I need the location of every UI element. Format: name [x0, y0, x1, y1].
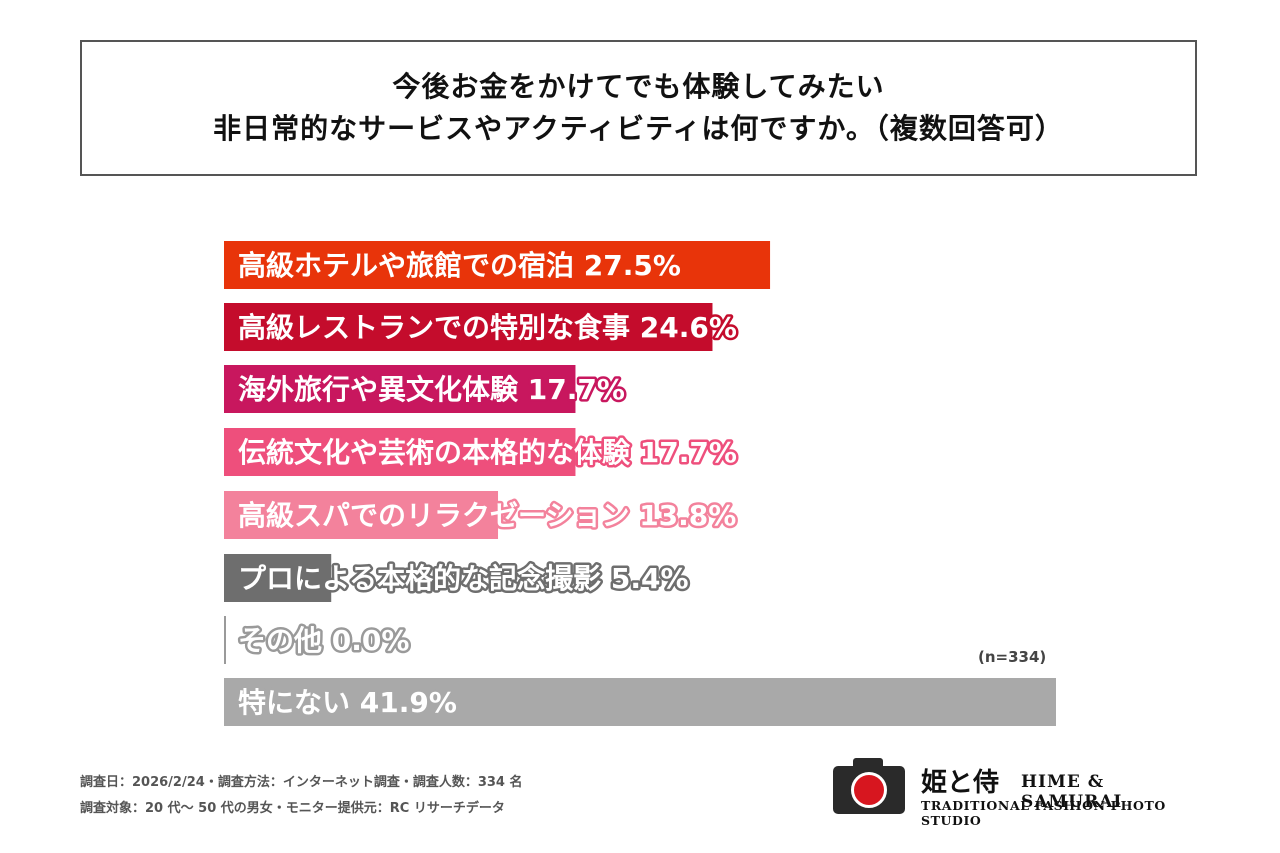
- bar-1: [224, 303, 713, 351]
- logo-tagline: TRADITIONAL FASHION PHOTO STUDIO: [921, 798, 1166, 828]
- bar-label-4: 高級スパでのリラクゼーション 13.8%: [238, 499, 736, 532]
- bar-2: [224, 365, 576, 413]
- chart-title-line-2: 非日常的なサービスやアクティビティは何ですか。（複数回答可）: [213, 112, 1064, 145]
- bar-label-3: 伝統文化や芸術の本格的な体験 17.7%: [238, 436, 737, 469]
- bar-0: [224, 241, 771, 289]
- chart-title-line-1: 今後お金をかけてでも体験してみたい: [392, 70, 885, 103]
- bar-label-6: その他 0.0%: [238, 624, 409, 657]
- footer-line-1: 調査日：2026/2/24・調査方法：インターネット調査・調査人数：334 名: [80, 775, 523, 790]
- survey-footer: 調査日：2026/2/24・調査方法：インターネット調査・調査人数：334 名 …: [80, 770, 522, 822]
- brand-logo: 姫と侍 HIME & SAMURAI TRADITIONAL FASHION P…: [833, 758, 1203, 828]
- sample-size-note: (n=334): [978, 648, 1047, 666]
- bar-label-7: 特にない 41.9%: [238, 686, 457, 719]
- bar-7: [224, 678, 1056, 726]
- bar-4: [224, 491, 499, 539]
- camera-icon: [833, 758, 905, 814]
- bar-label-0: 高級ホテルや旅館での宿泊 27.5%: [238, 249, 681, 282]
- title-box: 今後お金をかけてでも体験してみたい 非日常的なサービスやアクティビティは何ですか…: [80, 40, 1197, 176]
- bar-5: [224, 554, 332, 602]
- footer-line-2: 調査対象：20 代〜 50 代の男女・モニター提供元：RC リサーチデータ: [80, 801, 505, 816]
- bar-3: [224, 428, 576, 476]
- logo-japanese-name: 姫と侍: [921, 768, 1000, 798]
- bar-label-1: 高級レストランでの特別な食事 24.6%: [238, 311, 737, 344]
- bar-label-5: プロによる本格的な記念撮影 5.4%: [238, 562, 689, 595]
- bar-label-2: 海外旅行や異文化体験 17.7%: [238, 373, 625, 406]
- logo-english-name: HIME & SAMURAI: [1021, 772, 1123, 812]
